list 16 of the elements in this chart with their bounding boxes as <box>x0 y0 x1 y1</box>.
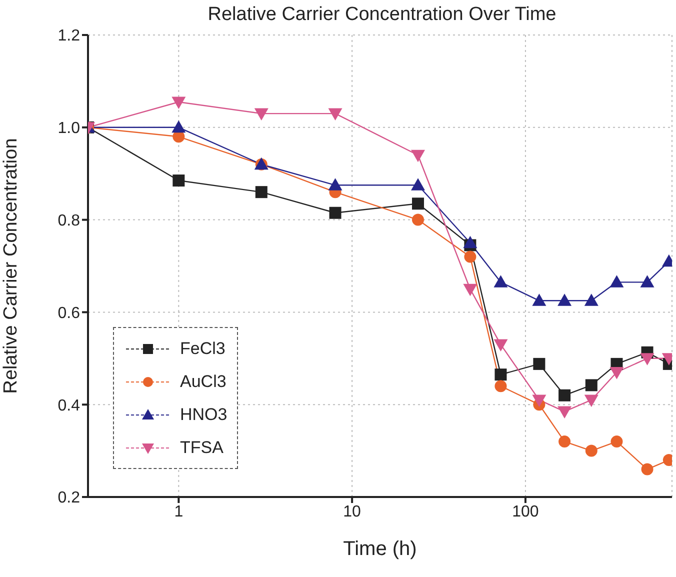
y-tick-label: 0.4 <box>58 397 80 414</box>
y-tick-label: 1.0 <box>58 120 80 138</box>
x-tick-label: 10 <box>343 503 362 520</box>
legend-label: HNO3 <box>180 404 228 424</box>
y-axis-title: Relative Carrier Concentration <box>0 138 22 394</box>
x-tick-label: 100 <box>512 503 539 520</box>
legend-label: AuCl3 <box>180 372 226 392</box>
y-tick-label: 0.6 <box>58 304 80 322</box>
y-tick-label: 1.2 <box>58 28 80 45</box>
y-tick-label: 0.8 <box>58 212 80 230</box>
chart-title: Relative Carrier Concentration Over Time <box>206 4 558 26</box>
x-tick-label: 1 <box>174 503 184 520</box>
legend-label: FeCl3 <box>180 338 226 358</box>
x-axis-title: Time (h) <box>343 538 417 560</box>
y-tick-label: 0.2 <box>58 490 80 507</box>
legend-label: TFSA <box>180 438 224 458</box>
